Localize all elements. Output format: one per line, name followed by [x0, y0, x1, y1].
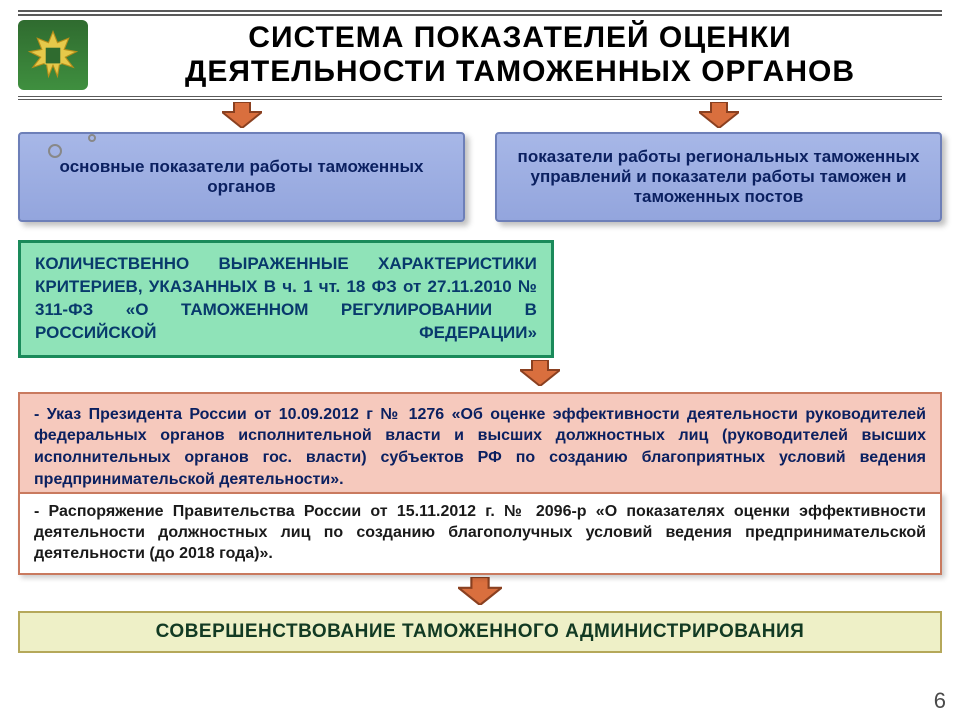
emblem-icon: [18, 20, 88, 90]
top-rule: [18, 10, 942, 16]
blue-box-right: показатели работы региональных таможенны…: [495, 132, 942, 222]
pink-box: - Указ Президента России от 10.09.2012 г…: [18, 392, 942, 502]
title-line1: СИСТЕМА ПОКАЗАТЕЛЕЙ ОЦЕНКИ: [98, 21, 942, 55]
decor-circle: [88, 134, 96, 142]
title-line2: ДЕЯТЕЛЬНОСТИ ТАМОЖЕННЫХ ОРГАНОВ: [98, 55, 942, 89]
blue-left-text: основные показатели работы таможенных ор…: [34, 157, 449, 197]
white-box: - Распоряжение Правительства России от 1…: [18, 492, 942, 574]
header: СИСТЕМА ПОКАЗАТЕЛЕЙ ОЦЕНКИ ДЕЯТЕЛЬНОСТИ …: [18, 20, 942, 100]
arrow-down-icon: [222, 102, 262, 128]
white-text: - Распоряжение Правительства России от 1…: [34, 503, 926, 562]
page-number: 6: [934, 688, 946, 714]
green-box: КОЛИЧЕСТВЕННО ВЫРАЖЕННЫЕ ХАРАКТЕРИСТИКИ …: [18, 240, 554, 358]
green-text: КОЛИЧЕСТВЕННО ВЫРАЖЕННЫЕ ХАРАКТЕРИСТИКИ …: [35, 254, 537, 342]
footer-text: СОВЕРШЕНСТВОВАНИЕ ТАМОЖЕННОГО АДМИНИСТРИ…: [156, 621, 805, 642]
page-title: СИСТЕМА ПОКАЗАТЕЛЕЙ ОЦЕНКИ ДЕЯТЕЛЬНОСТИ …: [98, 21, 942, 89]
blue-boxes-row: основные показатели работы таможенных ор…: [18, 132, 942, 222]
blue-right-text: показатели работы региональных таможенны…: [511, 147, 926, 207]
arrow-down-icon: [458, 577, 502, 605]
arrow-down-icon: [699, 102, 739, 128]
pink-text: - Указ Президента России от 10.09.2012 г…: [34, 406, 926, 488]
arrow-down-icon: [520, 360, 560, 386]
blue-box-left: основные показатели работы таможенных ор…: [18, 132, 465, 222]
footer-bar: СОВЕРШЕНСТВОВАНИЕ ТАМОЖЕННОГО АДМИНИСТРИ…: [18, 611, 942, 653]
decor-circle: [48, 144, 62, 158]
